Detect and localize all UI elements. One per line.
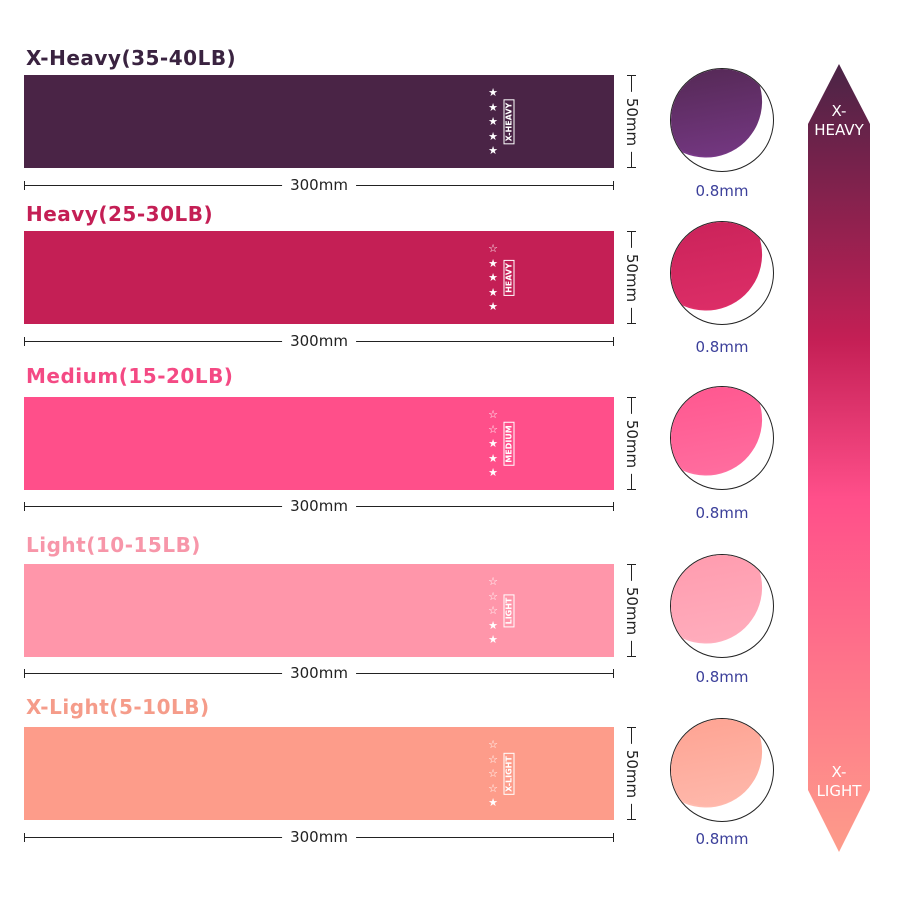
star-filled-icon: ★ — [488, 451, 498, 465]
width-dimension: 50mm — [622, 75, 642, 168]
width-label: 50mm — [623, 247, 641, 308]
star-empty-icon: ☆ — [488, 589, 498, 603]
thickness-closeup — [670, 718, 774, 822]
band-tag: ★ ★ ★ ☆ ☆ MEDIUM — [486, 409, 516, 479]
length-label: 300mm — [282, 332, 356, 350]
star-filled-icon: ★ — [488, 86, 498, 99]
star-filled-icon: ★ — [488, 100, 498, 114]
star-filled-icon: ★ — [488, 633, 498, 646]
band-tag: ★ ★ ☆ ☆ ☆ LIGHT — [486, 576, 516, 646]
length-dimension: 300mm — [24, 497, 614, 515]
star-rating: ★ ☆ ☆ ☆ ☆ — [486, 739, 500, 809]
band-tag: ★ ★ ★ ★ ☆ HEAVY — [486, 243, 516, 313]
star-filled-icon: ★ — [488, 796, 498, 809]
star-filled-icon: ★ — [488, 618, 498, 632]
star-filled-icon: ★ — [488, 115, 498, 128]
star-rating: ★ ★ ☆ ☆ ☆ — [486, 576, 500, 646]
resistance-scale-arrow — [808, 64, 870, 852]
length-dimension: 300mm — [24, 828, 614, 846]
star-filled-icon: ★ — [488, 129, 498, 143]
star-empty-icon: ☆ — [488, 781, 498, 795]
resistance-band: ★ ★ ★ ★ ☆ HEAVY — [24, 231, 614, 324]
band-title: X-Heavy(35-40LB) — [26, 46, 237, 70]
thickness-label: 0.8mm — [695, 830, 749, 848]
length-dimension: 300mm — [24, 332, 614, 350]
star-filled-icon: ★ — [488, 144, 498, 157]
length-dimension: 300mm — [24, 664, 614, 682]
band-title: Heavy(25-30LB) — [26, 202, 214, 226]
width-label: 50mm — [623, 413, 641, 474]
star-empty-icon: ☆ — [488, 604, 498, 617]
thickness-closeup — [670, 386, 774, 490]
star-rating: ★ ★ ★ ★ ☆ — [486, 243, 500, 313]
scale-bottom-label: X- LIGHT — [816, 763, 862, 800]
star-rating: ★ ★ ★ ★ ★ — [486, 87, 500, 157]
band-tag: ★ ★ ★ ★ ★ X-HEAVY — [486, 87, 516, 157]
star-rating: ★ ★ ★ ☆ ☆ — [486, 409, 500, 479]
thickness-label: 0.8mm — [695, 504, 749, 522]
tag-label: X-HEAVY — [503, 99, 515, 145]
band-title: X-Light(5-10LB) — [26, 695, 210, 719]
width-label: 50mm — [623, 91, 641, 152]
length-label: 300mm — [282, 176, 356, 194]
thickness-label: 0.8mm — [695, 338, 749, 356]
star-empty-icon: ☆ — [488, 767, 498, 780]
star-filled-icon: ★ — [488, 466, 498, 479]
band-tag: ★ ☆ ☆ ☆ ☆ X-LIGHT — [486, 739, 516, 809]
star-empty-icon: ☆ — [488, 242, 498, 255]
thickness-closeup — [670, 68, 774, 172]
thickness-closeup — [670, 554, 774, 658]
resistance-band: ★ ★ ★ ☆ ☆ MEDIUM — [24, 397, 614, 490]
band-title: Light(10-15LB) — [26, 533, 201, 557]
star-filled-icon: ★ — [488, 256, 498, 270]
length-label: 300mm — [282, 828, 356, 846]
tag-label: HEAVY — [503, 260, 515, 296]
length-label: 300mm — [282, 664, 356, 682]
width-dimension: 50mm — [622, 397, 642, 490]
width-dimension: 50mm — [622, 564, 642, 657]
width-dimension: 50mm — [622, 231, 642, 324]
length-label: 300mm — [282, 497, 356, 515]
star-filled-icon: ★ — [488, 271, 498, 284]
width-dimension: 50mm — [622, 727, 642, 820]
star-filled-icon: ★ — [488, 437, 498, 450]
star-filled-icon: ★ — [488, 300, 498, 313]
length-dimension: 300mm — [24, 176, 614, 194]
thickness-label: 0.8mm — [695, 182, 749, 200]
width-label: 50mm — [623, 580, 641, 641]
thickness-label: 0.8mm — [695, 668, 749, 686]
resistance-band: ★ ☆ ☆ ☆ ☆ X-LIGHT — [24, 727, 614, 820]
star-empty-icon: ☆ — [488, 575, 498, 588]
star-empty-icon: ☆ — [488, 738, 498, 751]
tag-label: LIGHT — [503, 594, 515, 628]
thickness-closeup — [670, 221, 774, 325]
tag-label: MEDIUM — [503, 422, 515, 466]
width-label: 50mm — [623, 743, 641, 804]
star-empty-icon: ☆ — [488, 422, 498, 436]
band-title: Medium(15-20LB) — [26, 364, 234, 388]
resistance-band: ★ ★ ☆ ☆ ☆ LIGHT — [24, 564, 614, 657]
scale-top-label: X- HEAVY — [814, 102, 864, 139]
star-empty-icon: ☆ — [488, 752, 498, 766]
resistance-band: ★ ★ ★ ★ ★ X-HEAVY — [24, 75, 614, 168]
star-filled-icon: ★ — [488, 285, 498, 299]
star-empty-icon: ☆ — [488, 408, 498, 421]
tag-label: X-LIGHT — [503, 753, 515, 795]
